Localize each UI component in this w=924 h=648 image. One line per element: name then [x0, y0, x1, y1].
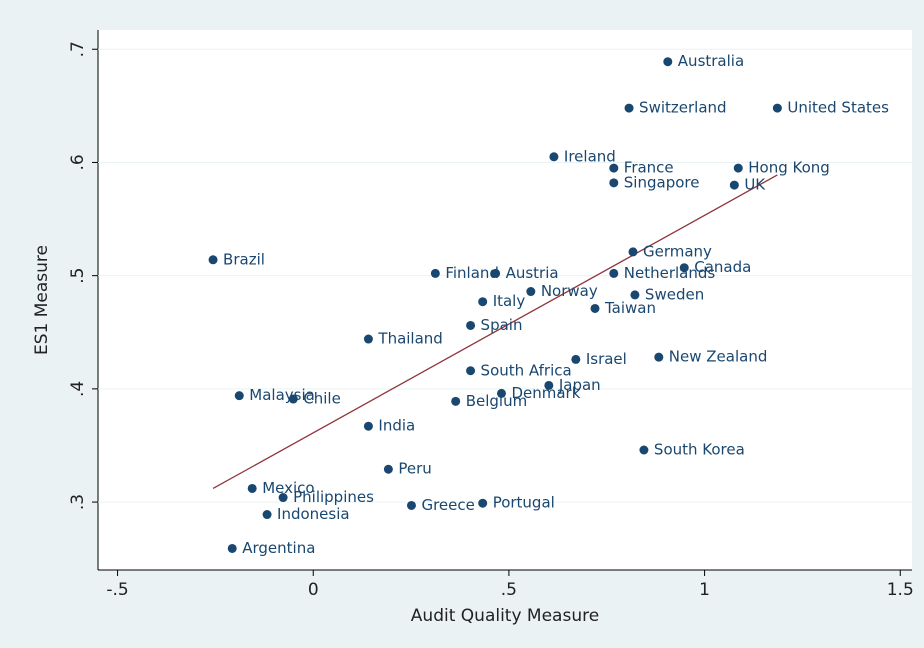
- point-label: Italy: [493, 292, 526, 310]
- point: [549, 152, 559, 162]
- point: [609, 163, 619, 173]
- point: [526, 287, 536, 297]
- point: [430, 268, 440, 278]
- point: [491, 268, 501, 278]
- point-label: Portugal: [493, 494, 555, 512]
- point: [663, 57, 673, 67]
- x-tick-label: 1.5: [887, 580, 914, 600]
- point-label: Switzerland: [639, 99, 727, 117]
- point-label: Singapore: [624, 173, 700, 191]
- point: [654, 352, 664, 362]
- point-label: Hong Kong: [748, 159, 830, 177]
- point: [466, 320, 476, 330]
- point-label: Netherlands: [624, 264, 716, 282]
- point: [227, 543, 237, 553]
- point-label: South Korea: [654, 441, 745, 459]
- point: [406, 500, 416, 510]
- point-label: Japan: [558, 376, 601, 394]
- point-label: Mexico: [262, 479, 314, 497]
- point-label: Germany: [643, 242, 712, 260]
- point-label: Malaysia: [249, 386, 315, 404]
- point: [733, 163, 743, 173]
- point-label: Sweden: [645, 285, 704, 303]
- point: [639, 445, 649, 455]
- point-label: Brazil: [223, 250, 265, 268]
- x-tick-label: -.5: [106, 580, 128, 600]
- point: [451, 396, 461, 406]
- point: [544, 380, 554, 390]
- point-label: Argentina: [242, 539, 315, 557]
- point-label: UK: [744, 176, 766, 194]
- point-label: Israel: [586, 350, 627, 368]
- point: [729, 180, 739, 190]
- point: [288, 394, 298, 404]
- point-label: Finland: [445, 264, 499, 282]
- x-tick-label: 0: [308, 580, 319, 600]
- point-label: Taiwan: [604, 299, 656, 317]
- point: [496, 388, 506, 398]
- x-tick-label: .5: [501, 580, 517, 600]
- point: [363, 334, 373, 344]
- point: [262, 510, 272, 520]
- point-label: Thailand: [377, 330, 442, 348]
- point-label: Austria: [506, 264, 559, 282]
- point-label: Indonesia: [277, 505, 350, 523]
- y-tick-label: .6: [68, 154, 88, 170]
- point: [466, 366, 476, 376]
- point-label: New Zealand: [669, 348, 768, 366]
- point: [571, 354, 581, 364]
- point: [609, 178, 619, 188]
- point-label: Spain: [481, 316, 523, 334]
- point-label: South Africa: [481, 361, 572, 379]
- x-tick-label: 1: [699, 580, 710, 600]
- y-axis-label: ES1 Measure: [32, 245, 52, 355]
- point-label: Norway: [541, 282, 598, 300]
- y-tick-label: .7: [68, 41, 88, 57]
- x-axis-label: Audit Quality Measure: [411, 606, 599, 626]
- point-label: Philippines: [293, 488, 374, 506]
- y-tick-label: .5: [68, 268, 88, 284]
- point: [247, 483, 257, 493]
- point-label: Ireland: [564, 147, 616, 165]
- point-label: Canada: [694, 258, 751, 276]
- point: [630, 290, 640, 300]
- point-label: India: [378, 417, 415, 435]
- point: [628, 247, 638, 257]
- point-label: Greece: [421, 496, 474, 514]
- point: [772, 103, 782, 113]
- fit-line: [212, 174, 778, 490]
- point-label: Belgium: [466, 392, 528, 410]
- point: [278, 493, 288, 503]
- point-label: Australia: [678, 52, 744, 70]
- point: [609, 268, 619, 278]
- point: [590, 303, 600, 313]
- plot-area: [98, 30, 912, 570]
- point: [383, 464, 393, 474]
- y-tick-label: .3: [68, 494, 88, 510]
- point-label: United States: [787, 99, 889, 117]
- point-label: Peru: [398, 460, 431, 478]
- point: [478, 498, 488, 508]
- point: [478, 297, 488, 307]
- point-label: Chile: [303, 390, 341, 408]
- point-label: Denmark: [511, 384, 580, 402]
- point: [234, 391, 244, 401]
- point: [208, 255, 218, 265]
- point: [624, 103, 634, 113]
- point: [679, 263, 689, 273]
- point: [363, 421, 373, 431]
- point-label: France: [624, 159, 674, 177]
- y-tick-label: .4: [68, 381, 88, 397]
